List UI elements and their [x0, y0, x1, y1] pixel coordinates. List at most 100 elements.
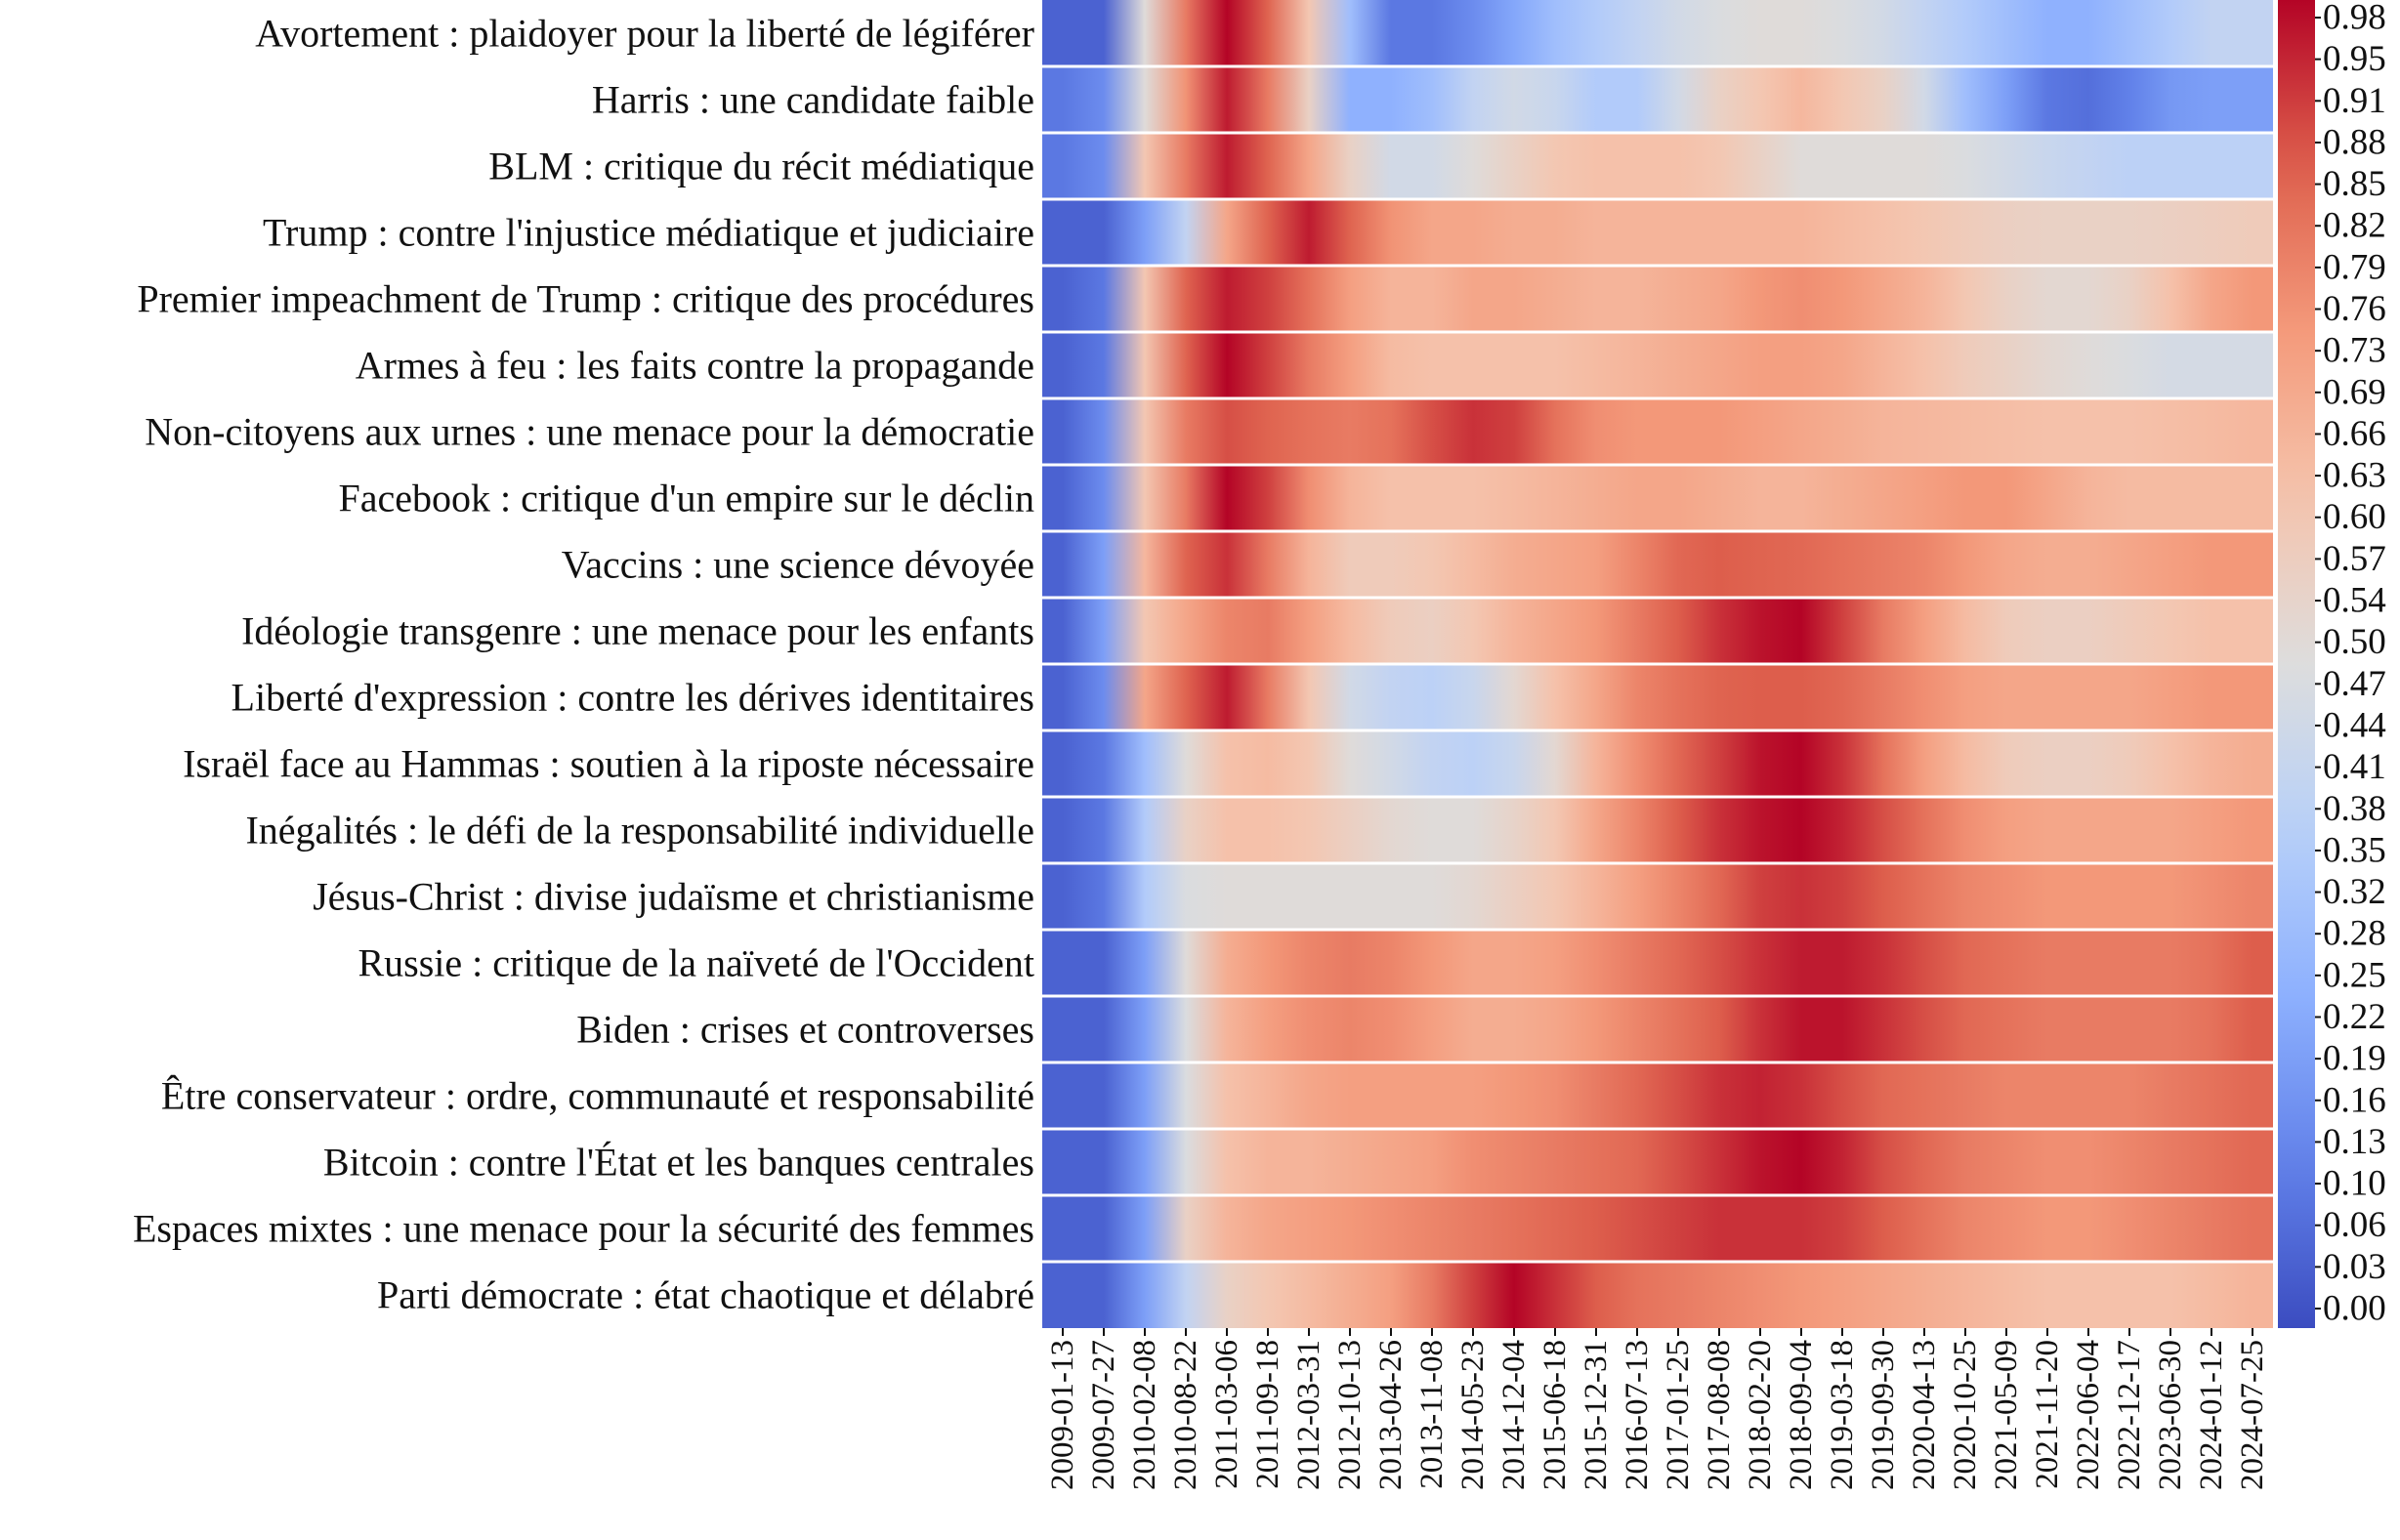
colorbar-tick-label: 0.47	[2323, 664, 2386, 704]
x-tick-label: 2019-09-30	[1866, 1340, 1901, 1490]
colorbar-tick-label: 0.88	[2323, 122, 2386, 162]
row-label: Liberté d'expression : contre les dérive…	[232, 676, 1034, 720]
x-tick-label: 2021-11-20	[2030, 1340, 2065, 1489]
x-tick-label: 2018-09-04	[1784, 1340, 1819, 1490]
colorbar-tick-label: 0.82	[2323, 206, 2386, 246]
row-label: Espaces mixtes : une menace pour la sécu…	[133, 1207, 1034, 1251]
row-label: Jésus-Christ : divise judaïsme et christ…	[313, 875, 1034, 919]
colorbar-tick-label: 0.63	[2323, 456, 2386, 496]
colorbar-tick-label: 0.60	[2323, 497, 2386, 537]
x-tick-label: 2011-09-18	[1250, 1340, 1285, 1489]
row-label: BLM : critique du récit médiatique	[488, 145, 1034, 188]
colorbar-tick-label: 0.19	[2323, 1039, 2386, 1079]
row-label: Inégalités : le défi de la responsabilit…	[245, 809, 1034, 853]
x-tick-label: 2010-08-22	[1168, 1340, 1203, 1490]
row-label: Premier impeachment de Trump : critique …	[137, 277, 1034, 321]
colorbar-tick-label: 0.28	[2323, 914, 2386, 954]
colorbar-tick-label: 0.79	[2323, 247, 2386, 287]
colorbar-gradient	[2278, 0, 2315, 1328]
colorbar-tick-label: 0.66	[2323, 414, 2386, 454]
colorbar-tick-label: 0.69	[2323, 372, 2386, 412]
x-tick-label: 2017-01-25	[1661, 1340, 1696, 1490]
row-label: Biden : crises et controverses	[576, 1008, 1034, 1052]
heatmap-row-5	[1042, 332, 2273, 398]
heatmap-row-6	[1042, 398, 2273, 465]
x-tick-label: 2022-06-04	[2071, 1340, 2106, 1490]
colorbar-tick-label: 0.38	[2323, 789, 2386, 829]
colorbar-tick-label: 0.76	[2323, 289, 2386, 329]
colorbar: 0.980.950.910.880.850.820.790.760.730.69…	[2278, 0, 2386, 1329]
row-label: Être conservateur : ordre, communauté et…	[161, 1074, 1034, 1118]
colorbar-tick-label: 0.85	[2323, 164, 2386, 204]
x-tick-label: 2021-05-09	[1989, 1340, 2024, 1490]
colorbar-tick-label: 0.44	[2323, 705, 2386, 745]
row-label: Vaccins : une science dévoyée	[562, 543, 1034, 587]
heatmap-row-18	[1042, 1195, 2273, 1262]
colorbar-tick-label: 0.25	[2323, 955, 2386, 995]
x-tick-label: 2018-02-20	[1743, 1340, 1778, 1490]
row-labels: Avortement : plaidoyer pour la liberté d…	[133, 12, 1034, 1317]
colorbar-tick-label: 0.13	[2323, 1122, 2386, 1162]
colorbar-tick-label: 0.54	[2323, 581, 2386, 621]
x-tick-label: 2010-02-08	[1127, 1340, 1162, 1490]
heatmap-row-8	[1042, 531, 2273, 598]
heatmap-row-19	[1042, 1262, 2273, 1328]
heatmap-row-9	[1042, 598, 2273, 664]
colorbar-tick-label: 0.35	[2323, 830, 2386, 870]
row-label: Armes à feu : les faits contre la propag…	[356, 344, 1034, 388]
heatmap-row-7	[1042, 465, 2273, 531]
colorbar-tick-label: 0.50	[2323, 622, 2386, 662]
row-label: Idéologie transgenre : une menace pour l…	[241, 609, 1034, 653]
colorbar-tick-label: 0.57	[2323, 539, 2386, 579]
row-label: Avortement : plaidoyer pour la liberté d…	[255, 12, 1034, 56]
row-label: Facebook : critique d'un empire sur le d…	[338, 477, 1034, 520]
colorbar-tick-label: 0.98	[2323, 0, 2386, 38]
x-tick-label: 2020-10-25	[1948, 1340, 1983, 1490]
x-tick-label: 2013-11-08	[1414, 1340, 1450, 1489]
x-tick-label: 2015-06-18	[1537, 1340, 1573, 1490]
x-tick-label: 2023-06-30	[2153, 1340, 2188, 1490]
x-tick-label: 2012-03-31	[1291, 1340, 1326, 1490]
heatmap-row-15	[1042, 996, 2273, 1062]
row-label: Bitcoin : contre l'État et les banques c…	[323, 1141, 1034, 1185]
colorbar-tick-label: 0.32	[2323, 872, 2386, 912]
x-tick-label: 2022-12-17	[2112, 1340, 2147, 1490]
colorbar-tick-label: 0.10	[2323, 1164, 2386, 1204]
row-label: Parti démocrate : état chaotique et déla…	[377, 1273, 1034, 1317]
heatmap-row-12	[1042, 797, 2273, 863]
heatmap-row-14	[1042, 930, 2273, 996]
x-axis-ticks: 2009-01-13 2009-07-27 2010-02-08 2010-08-22…	[1045, 1328, 2270, 1490]
x-tick-label: 2014-12-04	[1496, 1340, 1532, 1490]
x-tick-label: 2011-03-06	[1209, 1340, 1244, 1489]
x-tick-label: 2009-07-27	[1086, 1340, 1121, 1490]
colorbar-tick-label: 0.03	[2323, 1247, 2386, 1287]
x-tick-label: 2016-07-13	[1620, 1340, 1655, 1490]
heatmap-row-16	[1042, 1062, 2273, 1129]
heatmap-row-13	[1042, 863, 2273, 930]
heatmap-row-0	[1042, 0, 2273, 66]
row-label: Israël face au Hammas : soutien à la rip…	[183, 742, 1034, 786]
heatmap-cells	[1042, 0, 2273, 1328]
row-label: Trump : contre l'injustice médiatique et…	[263, 211, 1034, 255]
heatmap-row-4	[1042, 266, 2273, 332]
row-label: Russie : critique de la naïveté de l'Occ…	[358, 941, 1034, 985]
heatmap-row-2	[1042, 133, 2273, 199]
colorbar-tick-label: 0.16	[2323, 1080, 2386, 1120]
x-tick-label: 2013-04-26	[1373, 1340, 1409, 1490]
colorbar-tick-label: 0.91	[2323, 81, 2386, 121]
colorbar-tick-label: 0.41	[2323, 747, 2386, 787]
x-tick-label: 2019-03-18	[1825, 1340, 1860, 1490]
colorbar-tick-label: 0.00	[2323, 1289, 2386, 1329]
row-label: Non-citoyens aux urnes : une menace pour…	[145, 410, 1034, 454]
row-label: Harris : une candidate faible	[592, 78, 1034, 122]
heatmap-row-11	[1042, 730, 2273, 797]
colorbar-tick-label: 0.95	[2323, 39, 2386, 79]
heatmap-row-3	[1042, 199, 2273, 266]
colorbar-tick-label: 0.22	[2323, 997, 2386, 1037]
x-tick-label: 2024-01-12	[2194, 1340, 2229, 1490]
x-tick-label: 2014-05-23	[1455, 1340, 1491, 1490]
heatmap-row-10	[1042, 664, 2273, 730]
x-tick-label: 2017-08-08	[1702, 1340, 1737, 1490]
heatmap-row-17	[1042, 1129, 2273, 1195]
